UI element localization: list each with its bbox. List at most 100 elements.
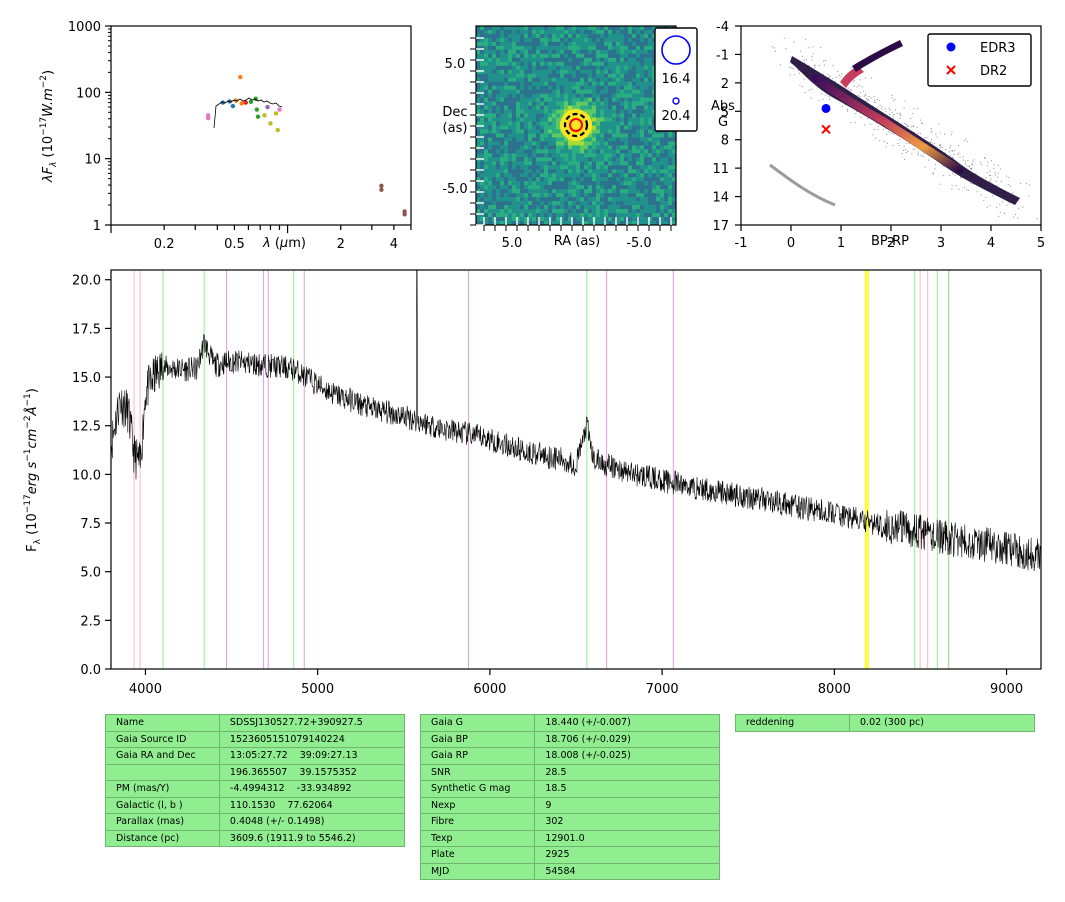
spectrum-line — [111, 270, 1041, 572]
cmd-ytick-label: 2 — [721, 77, 729, 92]
spectrum-xtick-label: 8000 — [818, 682, 851, 697]
table-value: 13:05:27.72 39:09:27.13 — [218, 747, 406, 765]
sed-point — [379, 183, 384, 188]
table-row: reddening 0.02 (300 pc) — [735, 714, 1035, 732]
table-row: Name SDSSJ130527.72+390927.5 — [105, 714, 406, 732]
cmd-ytick-label: 11 — [712, 162, 729, 177]
table-row: Gaia RP 18.008 (+/-0.025) — [419, 747, 720, 765]
edr3-point — [821, 103, 831, 113]
spectrum-ytick-label: 10.0 — [72, 468, 101, 483]
cmd-marks — [821, 103, 831, 134]
image-ticks — [470, 37, 672, 231]
sed-xtick-label: 4 — [390, 237, 398, 252]
cmd-density — [769, 37, 1038, 220]
cmd-xtick-label: 0 — [787, 236, 795, 251]
sed-point — [268, 121, 273, 126]
spectrum-ytick-label: 15.0 — [72, 371, 101, 386]
table-row: SNR 28.5 — [419, 763, 720, 781]
sed-xtick-label: 0.2 — [154, 237, 175, 252]
table-value: 18.706 (+/-0.029) — [534, 730, 720, 748]
sed-point — [379, 187, 384, 192]
sed-ytick-label: 100 — [76, 86, 101, 101]
table-key: Distance (pc) — [105, 829, 220, 847]
sed-ylabel: λFλ (10−17W.m−2) — [39, 70, 59, 183]
dr2-point — [821, 124, 831, 134]
sed-point — [205, 113, 211, 118]
sed-point — [277, 107, 282, 112]
photometry-table: Gaia G 18.440 (+/-0.007) Gaia BP 18.706 (+/… — [419, 714, 720, 880]
table-row: Gaia Source ID 1523605151079140224 — [105, 730, 406, 748]
spectrum-xtick-label: 6000 — [473, 682, 506, 697]
table-value: 110.1530 77.62064 — [218, 796, 406, 814]
cmd-xtick-label: 2 — [887, 236, 895, 251]
legend-circle-large — [661, 35, 691, 65]
image-xlabel: RA (as) — [554, 234, 600, 249]
table-row: Parallax (mas) 0.4048 (+/- 0.1498) — [105, 813, 406, 831]
sed-axes: 1 10 100 1000 0.2 0.5 2 4 — [68, 20, 412, 252]
legend-circle-small — [672, 97, 680, 105]
table-key: MJD — [419, 862, 536, 880]
image-ylabel: Dec (as) — [442, 105, 467, 136]
sed-panel: 1 10 100 1000 0.2 0.5 2 4 λ (μm) λFλ (10−17W.m−… — [39, 20, 412, 252]
legend-dr2-label: DR2 — [980, 64, 1007, 79]
table-value: 1523605151079140224 — [218, 730, 406, 748]
spectrum-panel: 4000 5000 6000 7000 8000 9000 0.0 2.5 5.0 7.5 10.0… — [23, 269, 1042, 697]
white-dwarf-sequence — [769, 163, 836, 207]
table-key: Plate — [419, 846, 536, 864]
table-key: Parallax (mas) — [105, 813, 220, 831]
cmd-ytick-label: 8 — [721, 134, 729, 149]
table-row: Plate 2925 — [419, 846, 720, 864]
table-value: 302 — [534, 813, 720, 831]
table-row: MJD 54584 — [419, 862, 720, 880]
cmd-ytick-label: 14 — [712, 191, 729, 206]
table-key: Gaia RA and Dec — [105, 747, 220, 765]
table-value: 2925 — [534, 846, 720, 864]
table-value: 18.5 — [534, 780, 720, 798]
spectrum-ytick-label: 2.5 — [80, 614, 101, 629]
table-row: Galactic (l, b ) 110.1530 77.62064 — [105, 796, 406, 814]
spectrum-xtick-label: 5000 — [301, 682, 334, 697]
table-row: Gaia RA and Dec 13:05:27.72 39:09:27.13 — [105, 747, 406, 765]
spectrum-ytick-label: 17.5 — [72, 322, 101, 337]
spectrum-ytick-label: 5.0 — [80, 566, 101, 581]
table-row: Fibre 302 — [419, 813, 720, 831]
table-row: Synthetic G mag 18.5 — [419, 780, 720, 798]
image-ytick-1: 5.0 — [445, 57, 466, 72]
spectrum-ytick-label: 20.0 — [72, 274, 101, 289]
sed-point — [255, 114, 261, 119]
cmd-ytick-label: 5 — [721, 105, 729, 120]
table-key: Gaia BP — [419, 730, 536, 748]
cmd-ytick-label: -4 — [716, 20, 729, 35]
cmd-xtick-label: 1 — [837, 236, 845, 251]
cmd-axes: -1 0 1 2 3 4 5 -4 -1 2 5 8 11 14 17 — [712, 20, 1045, 251]
cmd-xtick-label: 5 — [1037, 236, 1045, 251]
table-key: Galactic (l, b ) — [105, 796, 220, 814]
table-key — [105, 763, 220, 781]
table-value: 18.008 (+/-0.025) — [534, 747, 720, 765]
main-sequence-core — [811, 74, 964, 174]
table-row: Nexp 9 — [419, 796, 720, 814]
table-key: PM (mas/Y) — [105, 780, 220, 798]
sed-point — [248, 99, 254, 104]
cmd-legend: EDR3 DR2 — [927, 33, 1032, 87]
red-clump — [840, 66, 864, 88]
sed-point — [239, 101, 244, 106]
spectrum-ytick-label: 0.0 — [80, 663, 101, 678]
table-value: 0.02 (300 pc) — [849, 714, 1035, 732]
table-value: 196.365507 39.1575352 — [218, 763, 406, 781]
spectrum-ytick-label: 12.5 — [72, 420, 101, 435]
table-row: Gaia G 18.440 (+/-0.007) — [419, 714, 720, 732]
spectrum-xtick-label: 9000 — [990, 682, 1023, 697]
legend-mag-1: 16.4 — [662, 72, 691, 87]
table-key: Texp — [419, 829, 536, 847]
image-panel: 16.4 20.4 5.0 -5.0 5.0 -5.0 RA (as) Dec(… — [442, 25, 698, 251]
cmd-xlabel: BP-RP — [871, 234, 909, 249]
table-value: 3609.6 (1911.9 to 5546.2) — [218, 829, 406, 847]
legend-edr3-label: EDR3 — [980, 41, 1016, 56]
image-legend: 16.4 20.4 — [654, 27, 698, 132]
table-key: Synthetic G mag — [419, 780, 536, 798]
spectrum-frame — [110, 269, 1042, 670]
table-row: PM (mas/Y) -4.4994312 -33.934892 — [105, 780, 406, 798]
identity-table: Name SDSSJ130527.72+390927.5 Gaia Source I… — [105, 714, 406, 847]
table-value: -4.4994312 -33.934892 — [218, 780, 406, 798]
